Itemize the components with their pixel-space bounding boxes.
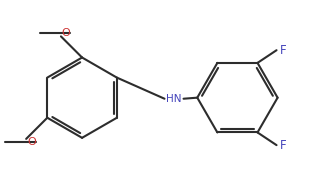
Text: O: O [62,28,71,38]
Text: HN: HN [166,94,182,104]
Text: F: F [280,44,286,57]
Text: O: O [27,137,36,147]
Text: F: F [280,139,286,152]
